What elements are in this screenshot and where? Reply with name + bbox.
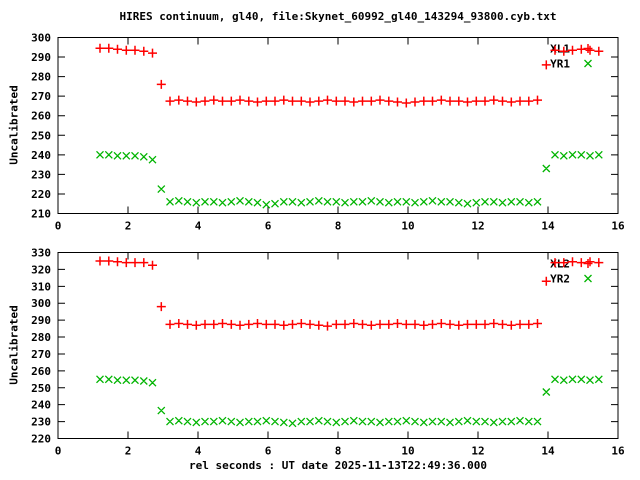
x-tick-labels: 0 2 4 6 8 10 12 14 16 <box>55 445 625 458</box>
x-tick-label: 10 <box>401 220 414 233</box>
y-tick-label: 230 <box>31 168 51 181</box>
y-tick-label: 330 <box>31 247 51 260</box>
y-tick-labels: 210 220 230 240 250 260 270 280 290 300 <box>31 32 51 221</box>
legend-label-YR1: YR1 <box>550 58 570 71</box>
y-tick-label: 220 <box>31 188 51 201</box>
y-tick-label: 280 <box>31 71 51 84</box>
plot-1: 0 2 4 6 8 10 12 14 16 210 220 230 240 250 260 270 280 290… <box>31 32 625 233</box>
x-tick-label: 2 <box>125 445 132 458</box>
y-tick-label: 270 <box>31 348 51 361</box>
y-tick-label: 280 <box>31 331 51 344</box>
series-YR2 <box>96 375 603 428</box>
y-tick-label: 260 <box>31 365 51 378</box>
y-tick-label: 300 <box>31 297 51 310</box>
x-tick-label: 6 <box>265 445 272 458</box>
x-tick-label: 8 <box>335 445 342 458</box>
x-tick-label: 2 <box>125 220 132 233</box>
y-tick-label: 220 <box>31 433 51 446</box>
y-tick-labels: 220 230 240 250 260 270 280 290 300 310 320 330 <box>31 247 51 446</box>
legend-marker-YR1 <box>584 59 592 68</box>
legend-label-XL1: XL1 <box>550 43 570 56</box>
tick-marks <box>57 37 619 214</box>
y-tick-label: 260 <box>31 110 51 123</box>
y-tick-label: 230 <box>31 416 51 429</box>
y-tick-label: 240 <box>31 399 51 412</box>
y-tick-label: 310 <box>31 280 51 293</box>
legend-label-XL2: XL2 <box>550 258 570 271</box>
y-tick-label: 290 <box>31 314 51 327</box>
x-tick-label: 14 <box>541 220 555 233</box>
x-tick-labels: 0 2 4 6 8 10 12 14 16 <box>55 220 625 233</box>
x-tick-label: 16 <box>611 220 625 233</box>
x-tick-label: 12 <box>471 445 484 458</box>
x-tick-label: 12 <box>471 220 484 233</box>
y-tick-label: 300 <box>31 32 51 45</box>
x-tick-label: 14 <box>541 445 555 458</box>
y-tick-label: 290 <box>31 51 51 64</box>
y-tick-label: 270 <box>31 90 51 103</box>
x-tick-label: 0 <box>55 445 62 458</box>
legend-label-YR2: YR2 <box>550 273 570 286</box>
y-tick-label: 210 <box>31 208 51 221</box>
tick-marks <box>57 252 619 439</box>
x-axis-label: rel seconds : UT date 2025-11-13T22:49:3… <box>188 459 487 472</box>
y-tick-label: 250 <box>31 382 51 395</box>
series-YR1 <box>96 150 603 209</box>
x-tick-label: 4 <box>195 220 202 233</box>
x-tick-label: 10 <box>401 445 414 458</box>
legend-marker-YR2 <box>584 274 592 283</box>
y-tick-label: 320 <box>31 263 51 276</box>
x-tick-label: 6 <box>265 220 272 233</box>
y-tick-label: 250 <box>31 129 51 142</box>
legend-marker-XL1 <box>583 44 593 53</box>
legend-marker-XL2 <box>583 259 593 268</box>
series-XL2 <box>95 256 604 331</box>
chart-title: HIRES continuum, gl40, file:Skynet_60992… <box>119 10 557 23</box>
x-tick-label: 4 <box>195 445 202 458</box>
y-tick-label: 240 <box>31 149 51 162</box>
x-tick-label: 16 <box>611 445 625 458</box>
x-tick-label: 0 <box>55 220 62 233</box>
plot-2: 0 2 4 6 8 10 12 14 16 220 230 240 250 260 270 280 290 300… <box>31 247 625 458</box>
x-tick-label: 8 <box>335 220 342 233</box>
series-XL1 <box>95 43 604 108</box>
plot-border <box>57 252 619 439</box>
plot-border <box>57 37 619 214</box>
